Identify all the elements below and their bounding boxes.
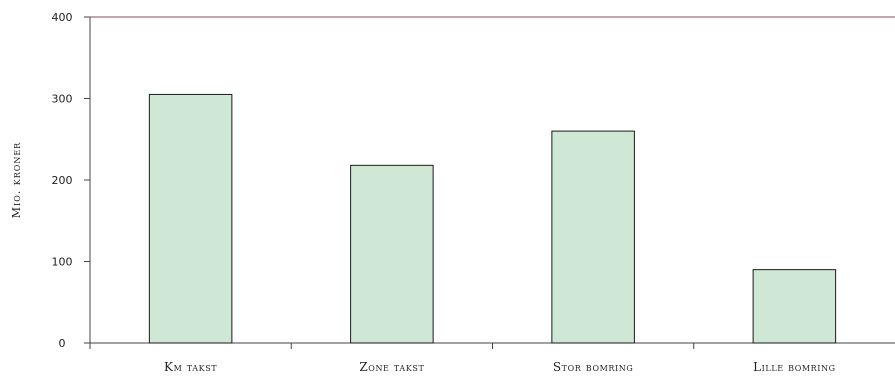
y-tick-label: 0 — [59, 337, 66, 350]
y-tick-label: 300 — [52, 93, 73, 106]
category-labels: Km takst Zone takst Stor bomring Lille bomr… — [164, 360, 836, 374]
y-tick-label: 100 — [52, 256, 73, 269]
bar-stor-bomring — [551, 130, 635, 344]
y-axis-ticks: 0 100 200 300 400 — [52, 11, 90, 350]
bar-zone-takst — [350, 164, 434, 344]
bar-km-takst — [148, 93, 233, 344]
bars-group — [148, 93, 837, 344]
y-tick-label: 200 — [52, 174, 73, 187]
y-axis-title: Mio. kroner — [10, 142, 23, 218]
category-label: Stor bomring — [553, 360, 634, 374]
x-axis-ticks — [89, 343, 695, 349]
category-label: Lille bomring — [753, 360, 836, 374]
category-label: Zone takst — [359, 360, 424, 374]
y-tick-label: 400 — [52, 11, 73, 24]
category-label: Km takst — [164, 360, 217, 374]
bar-lille-bomring — [752, 269, 837, 344]
